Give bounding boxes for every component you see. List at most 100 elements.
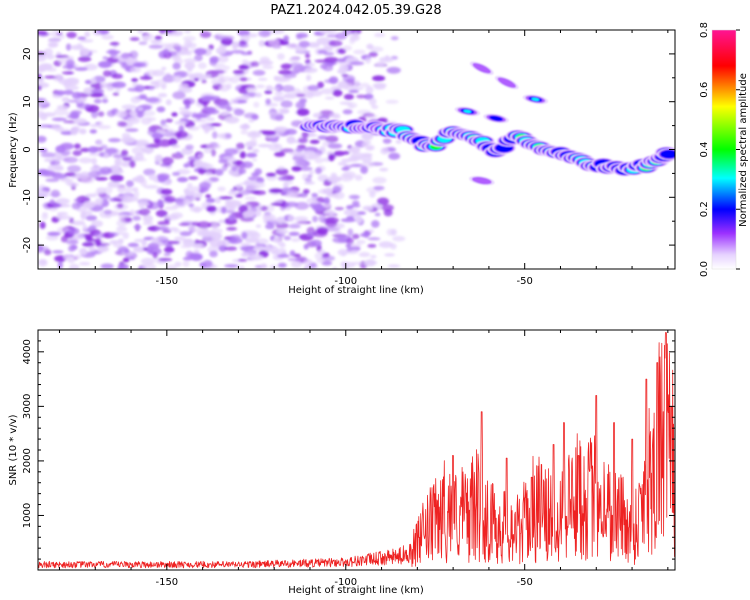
noise-blob	[183, 188, 190, 194]
noise-blob	[90, 123, 99, 128]
noise-blob	[156, 106, 166, 113]
noise-blob	[295, 93, 306, 97]
noise-blob	[374, 32, 386, 38]
noise-blob	[360, 82, 370, 88]
noise-blob	[251, 172, 260, 177]
noise-blob	[281, 85, 295, 93]
noise-blob	[184, 30, 192, 34]
noise-blob	[168, 227, 179, 231]
noise-blob	[305, 74, 312, 82]
noise-blob	[306, 91, 314, 99]
noise-blob	[235, 193, 243, 198]
noise-blob	[54, 73, 62, 81]
noise-blob	[246, 33, 258, 38]
noise-blob	[346, 247, 353, 252]
noise-blob	[56, 215, 71, 220]
noise-blob	[269, 264, 277, 269]
noise-blob	[230, 234, 241, 240]
noise-blob	[273, 236, 281, 243]
noise-blob	[208, 44, 214, 50]
noise-blob	[198, 124, 212, 128]
noise-blob	[225, 133, 232, 139]
noise-blob	[145, 69, 158, 77]
noise-blob	[131, 146, 146, 155]
noise-blob	[342, 45, 352, 51]
noise-blob	[340, 218, 356, 223]
noise-blob	[352, 233, 360, 240]
noise-blob	[387, 264, 401, 268]
noise-blob	[80, 147, 91, 153]
noise-blob	[89, 129, 98, 134]
noise-blob	[171, 144, 181, 148]
noise-blob	[80, 211, 87, 219]
noise-blob	[129, 209, 136, 217]
noise-blob	[100, 263, 114, 269]
noise-blob	[85, 215, 98, 221]
noise-blob	[280, 63, 293, 70]
noise-blob	[55, 198, 70, 205]
y-tick-label: -10	[22, 189, 33, 205]
noise-blob	[303, 259, 313, 266]
noise-blob	[307, 42, 320, 48]
noise-blob	[130, 96, 141, 104]
noise-blob	[69, 263, 80, 269]
noise-blob	[232, 70, 245, 75]
noise-blob	[65, 181, 74, 185]
noise-blob	[57, 34, 66, 40]
noise-blob	[71, 220, 86, 226]
noise-blob	[372, 176, 387, 184]
noise-blob	[38, 168, 49, 176]
noise-blob	[258, 60, 274, 66]
noise-blob	[205, 198, 216, 203]
noise-blob	[211, 232, 223, 241]
noise-blob	[99, 166, 112, 174]
snr-y-label: SNR (10 * v/v)	[8, 414, 19, 485]
noise-blob	[73, 198, 82, 202]
y-tick-label: 0	[22, 146, 33, 152]
noise-blob	[71, 91, 82, 99]
noise-blob	[135, 139, 149, 147]
noise-blob	[111, 169, 124, 174]
noise-blob	[324, 79, 336, 84]
noise-blob	[307, 174, 313, 178]
noise-blob	[182, 97, 195, 105]
noise-blob	[38, 73, 42, 80]
noise-blob	[193, 243, 201, 249]
noise-blob	[345, 244, 351, 248]
noise-blob	[254, 209, 262, 217]
noise-blob	[231, 165, 238, 172]
noise-blob	[90, 82, 104, 90]
noise-blob	[138, 41, 148, 45]
noise-blob	[74, 67, 88, 71]
noise-blob	[168, 42, 181, 47]
noise-blob	[218, 158, 228, 164]
noise-blob	[187, 66, 193, 72]
noise-blob	[283, 73, 297, 79]
noise-blob	[373, 185, 385, 191]
snr-ticks: -150 -100 -50 1000 2000 3000 4000	[22, 329, 675, 588]
noise-blob	[189, 159, 196, 168]
ridge-contour	[660, 149, 675, 159]
noise-blob	[301, 131, 309, 139]
noise-blob	[224, 246, 238, 251]
noise-blob	[295, 101, 306, 109]
noise-blob	[56, 32, 64, 36]
noise-blob	[143, 168, 156, 176]
noise-blob	[106, 50, 121, 54]
y-tick-label: 1000	[22, 503, 33, 528]
noise-blob	[334, 207, 345, 211]
noise-blob	[327, 176, 342, 183]
noise-blob	[79, 262, 91, 266]
y-tick-label: 2000	[22, 448, 33, 473]
noise-blob	[217, 186, 226, 192]
spectrogram-y-label: Frequency (Hz)	[8, 112, 19, 188]
noise-blob	[176, 176, 189, 183]
noise-blob	[121, 104, 137, 110]
noise-blob	[226, 83, 232, 90]
noise-blob	[102, 70, 112, 77]
noise-blob	[122, 257, 130, 263]
colorbar-tick-label: 0.4	[699, 142, 710, 158]
noise-blob	[304, 181, 316, 185]
noise-blob	[42, 112, 56, 117]
noise-blob	[385, 99, 399, 104]
